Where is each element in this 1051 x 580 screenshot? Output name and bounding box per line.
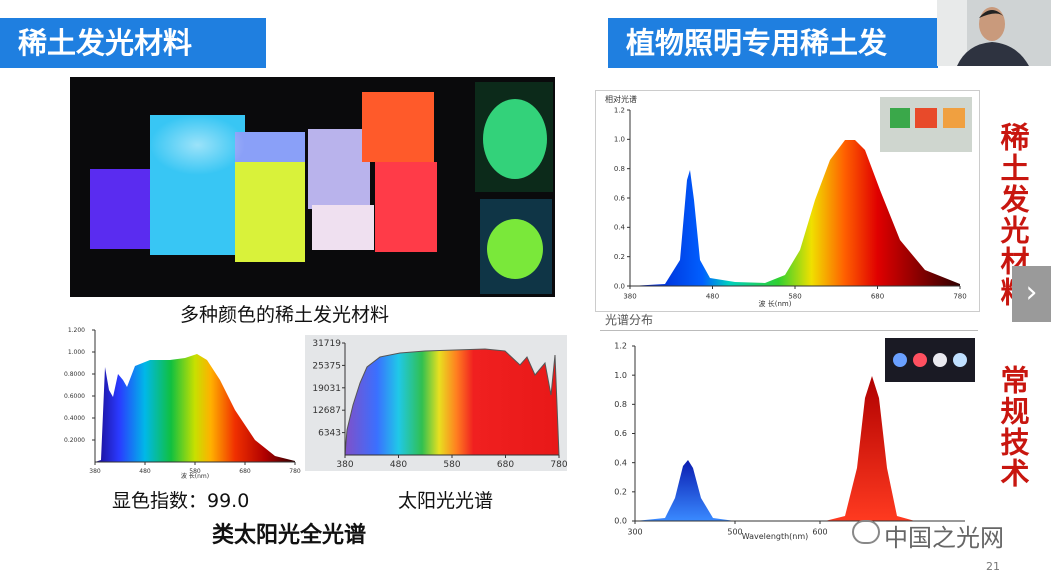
y-tick-label: 31719 (312, 339, 341, 349)
x-tick-label: 580 (443, 460, 460, 470)
y-tick-label: 0.2 (614, 488, 627, 497)
x-tick-label: 600 (812, 528, 827, 537)
spectrum-chart-2: 31719 25375 19031 12687 6343 380 480 580 680 780 (305, 335, 567, 471)
y-tick-label: 0.4 (614, 458, 627, 467)
y-tick-label: 0.6 (614, 194, 626, 202)
watermark: 中国之光网 (884, 524, 1004, 552)
person-body (957, 42, 1029, 66)
chart3-caption: 光谱分布 (605, 313, 654, 327)
phosphor-photo (70, 77, 555, 297)
powder-orange (362, 92, 434, 162)
powder-green (483, 99, 547, 179)
chart1-caption: 显色指数：99.0 (112, 490, 250, 512)
y-tick-label: 6343 (318, 429, 341, 439)
x-tick-label: 680 (239, 468, 251, 475)
y-tick-label: 1.000 (68, 349, 85, 356)
y-tick-label: 0.8 (614, 400, 627, 409)
chart-title: 相对光谱 (605, 94, 637, 104)
y-tick-label: 0.4000 (64, 415, 85, 422)
page-number: 21 (986, 560, 1000, 573)
led-green (890, 108, 910, 128)
spectrum-curve (345, 349, 559, 455)
led-red (913, 353, 927, 367)
spectrum-line (344, 348, 560, 456)
blue-peak (635, 460, 735, 521)
y-tick-label: 0.4 (614, 224, 626, 232)
spectrum-chart-3: 1.2 1.0 0.8 0.6 0.4 0.2 0.0 380 480 580 680 780 波 长(… (595, 90, 980, 312)
powder-lavender (308, 129, 370, 209)
photo-caption: 多种颜色的稀土发光材料 (180, 304, 390, 326)
y-tick-label: 1.2 (614, 106, 625, 114)
x-tick-label: 680 (497, 460, 514, 470)
person-head (979, 7, 1005, 41)
spectrum-curve (95, 354, 295, 462)
y-tick-label: 0.6000 (64, 393, 85, 400)
y-tick-label: 0.0 (614, 282, 625, 290)
x-tick-label: 780 (289, 468, 301, 475)
x-tick-label: 480 (706, 292, 719, 300)
video-wall (937, 0, 967, 66)
y-tick-label: 0.0 (614, 517, 627, 526)
person-hair (979, 10, 1005, 18)
y-tick-label: 1.2 (614, 342, 627, 351)
side-label-conventional: 常规技术 (996, 365, 1030, 489)
video-thumbnail (937, 0, 1051, 66)
crystal-green (487, 219, 543, 279)
red-peak (825, 376, 915, 521)
y-tick-label: 0.2 (614, 253, 625, 261)
spectrum-chart-1: 1.200 1.000 0.8000 0.6000 0.4000 0.2000 380 480… (64, 327, 301, 480)
led-red (915, 108, 937, 128)
x-tick-label: 500 (727, 528, 742, 537)
subtitle: 类太阳光全光谱 (212, 523, 367, 548)
y-tick-label: 1.0 (614, 371, 627, 380)
y-tick-label: 0.8000 (64, 371, 85, 378)
wechat-icon (852, 520, 880, 544)
x-tick-label: 780 (953, 292, 966, 300)
x-tick-label: 380 (623, 292, 636, 300)
y-tick-label: 1.0 (614, 136, 625, 144)
spectrum-curve (630, 140, 960, 286)
x-tick-label: 380 (89, 468, 101, 475)
y-tick-label: 25375 (312, 361, 341, 371)
x-tick-label: 300 (627, 528, 642, 537)
y-tick-label: 1.200 (68, 327, 85, 334)
led-white (933, 353, 947, 367)
x-tick-label: 480 (139, 468, 151, 475)
powder-white (312, 205, 374, 250)
x-tick-label: 580 (788, 292, 801, 300)
x-tick-label: 480 (390, 460, 407, 470)
x-tick-label: 680 (871, 292, 884, 300)
powder-yellow (235, 147, 305, 262)
x-tick-label: 380 (336, 460, 353, 470)
left-header: 稀土发光材料 (0, 18, 266, 68)
x-tick-label: 780 (550, 460, 567, 470)
x-axis-label: Wavelength(nm) (742, 532, 809, 541)
y-tick-label: 0.6 (614, 429, 627, 438)
powder-red (375, 162, 437, 252)
led-orange (943, 108, 965, 128)
y-tick-label: 12687 (312, 406, 341, 416)
y-tick-label: 0.2000 (64, 437, 85, 444)
x-axis-label: 波 长(nm) (181, 472, 209, 480)
y-tick-label: 19031 (312, 384, 341, 394)
led-blue (893, 353, 907, 367)
separator (600, 330, 978, 331)
right-header: 植物照明专用稀土发 (608, 18, 938, 68)
chart2-caption: 太阳光光谱 (398, 490, 494, 512)
led-cool (953, 353, 967, 367)
next-slide-button[interactable]: › (1012, 266, 1051, 322)
powder-blue (235, 132, 305, 162)
x-axis-label: 波 长(nm) (759, 299, 792, 308)
y-tick-label: 0.8 (614, 165, 625, 173)
highlight (150, 115, 245, 175)
x-tick-label: 580 (189, 468, 201, 475)
